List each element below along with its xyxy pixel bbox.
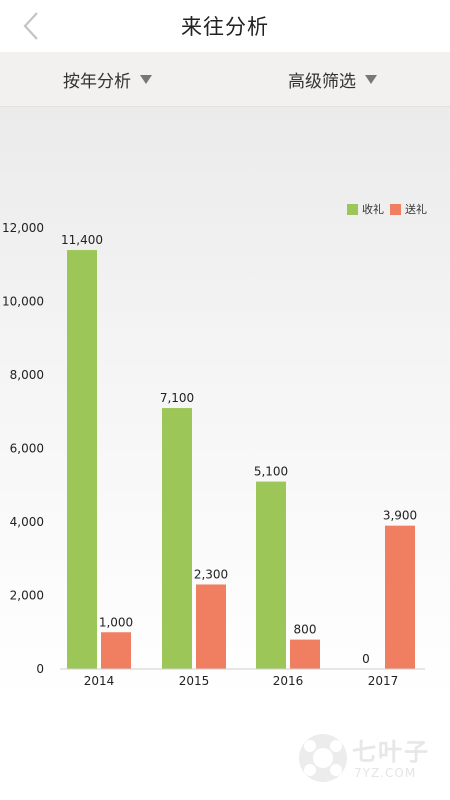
filter-by-year-label: 按年分析 [63, 71, 131, 92]
x-tick-label: 2014 [84, 674, 115, 688]
data-label: 0 [362, 652, 370, 666]
y-tick-label: 8,000 [10, 368, 44, 382]
bar-送礼 [101, 632, 131, 669]
watermark-subtext: 7YZ.COM [354, 766, 417, 780]
advanced-filter-label: 高级筛选 [288, 71, 356, 92]
filter-by-year-dropdown[interactable]: 按年分析 [63, 52, 152, 106]
chevron-left-icon [23, 12, 38, 40]
x-tick-label: 2015 [179, 674, 210, 688]
watermark-leaf-icon [299, 734, 347, 782]
data-label: 800 [294, 623, 317, 637]
legend-swatch [390, 204, 401, 215]
y-tick-label: 10,000 [2, 295, 44, 309]
y-tick-label: 4,000 [10, 515, 44, 529]
triangle-down-icon [365, 74, 377, 84]
watermark: 七叶子 7YZ.COM [296, 728, 446, 790]
page-title: 来往分析 [181, 15, 269, 39]
legend-label: 送礼 [405, 202, 427, 216]
back-button[interactable] [16, 10, 48, 42]
data-label: 11,400 [61, 233, 103, 247]
y-tick-label: 6,000 [10, 442, 44, 456]
y-tick-label: 0 [36, 662, 44, 676]
data-label: 3,900 [383, 509, 417, 523]
triangle-down-icon [140, 74, 152, 84]
bar-收礼 [162, 408, 192, 669]
bar-收礼 [67, 250, 97, 670]
bar-chart: 0 2,000 4,000 6,000 8,000 10,000 12,000 11,400 7… [2, 202, 427, 688]
data-label: 7,100 [160, 391, 194, 405]
data-label: 2,300 [194, 567, 228, 581]
x-tick-label: 2017 [368, 674, 399, 688]
bar-收礼 [256, 481, 286, 669]
advanced-filter-dropdown[interactable]: 高级筛选 [288, 52, 377, 106]
bar-送礼 [385, 525, 415, 669]
x-tick-label: 2016 [273, 674, 304, 688]
bar-送礼 [196, 584, 226, 669]
y-tick-label: 12,000 [2, 221, 44, 235]
y-tick-label: 2,000 [10, 589, 44, 603]
data-label: 1,000 [99, 615, 133, 629]
watermark-text: 七叶子 [352, 738, 430, 766]
data-label: 5,100 [254, 465, 288, 479]
filter-bar: 按年分析 高级筛选 [0, 52, 450, 107]
app-header: 来往分析 [0, 0, 450, 52]
legend-swatch [347, 204, 358, 215]
legend-label: 收礼 [362, 202, 384, 216]
bar-送礼 [290, 639, 320, 669]
